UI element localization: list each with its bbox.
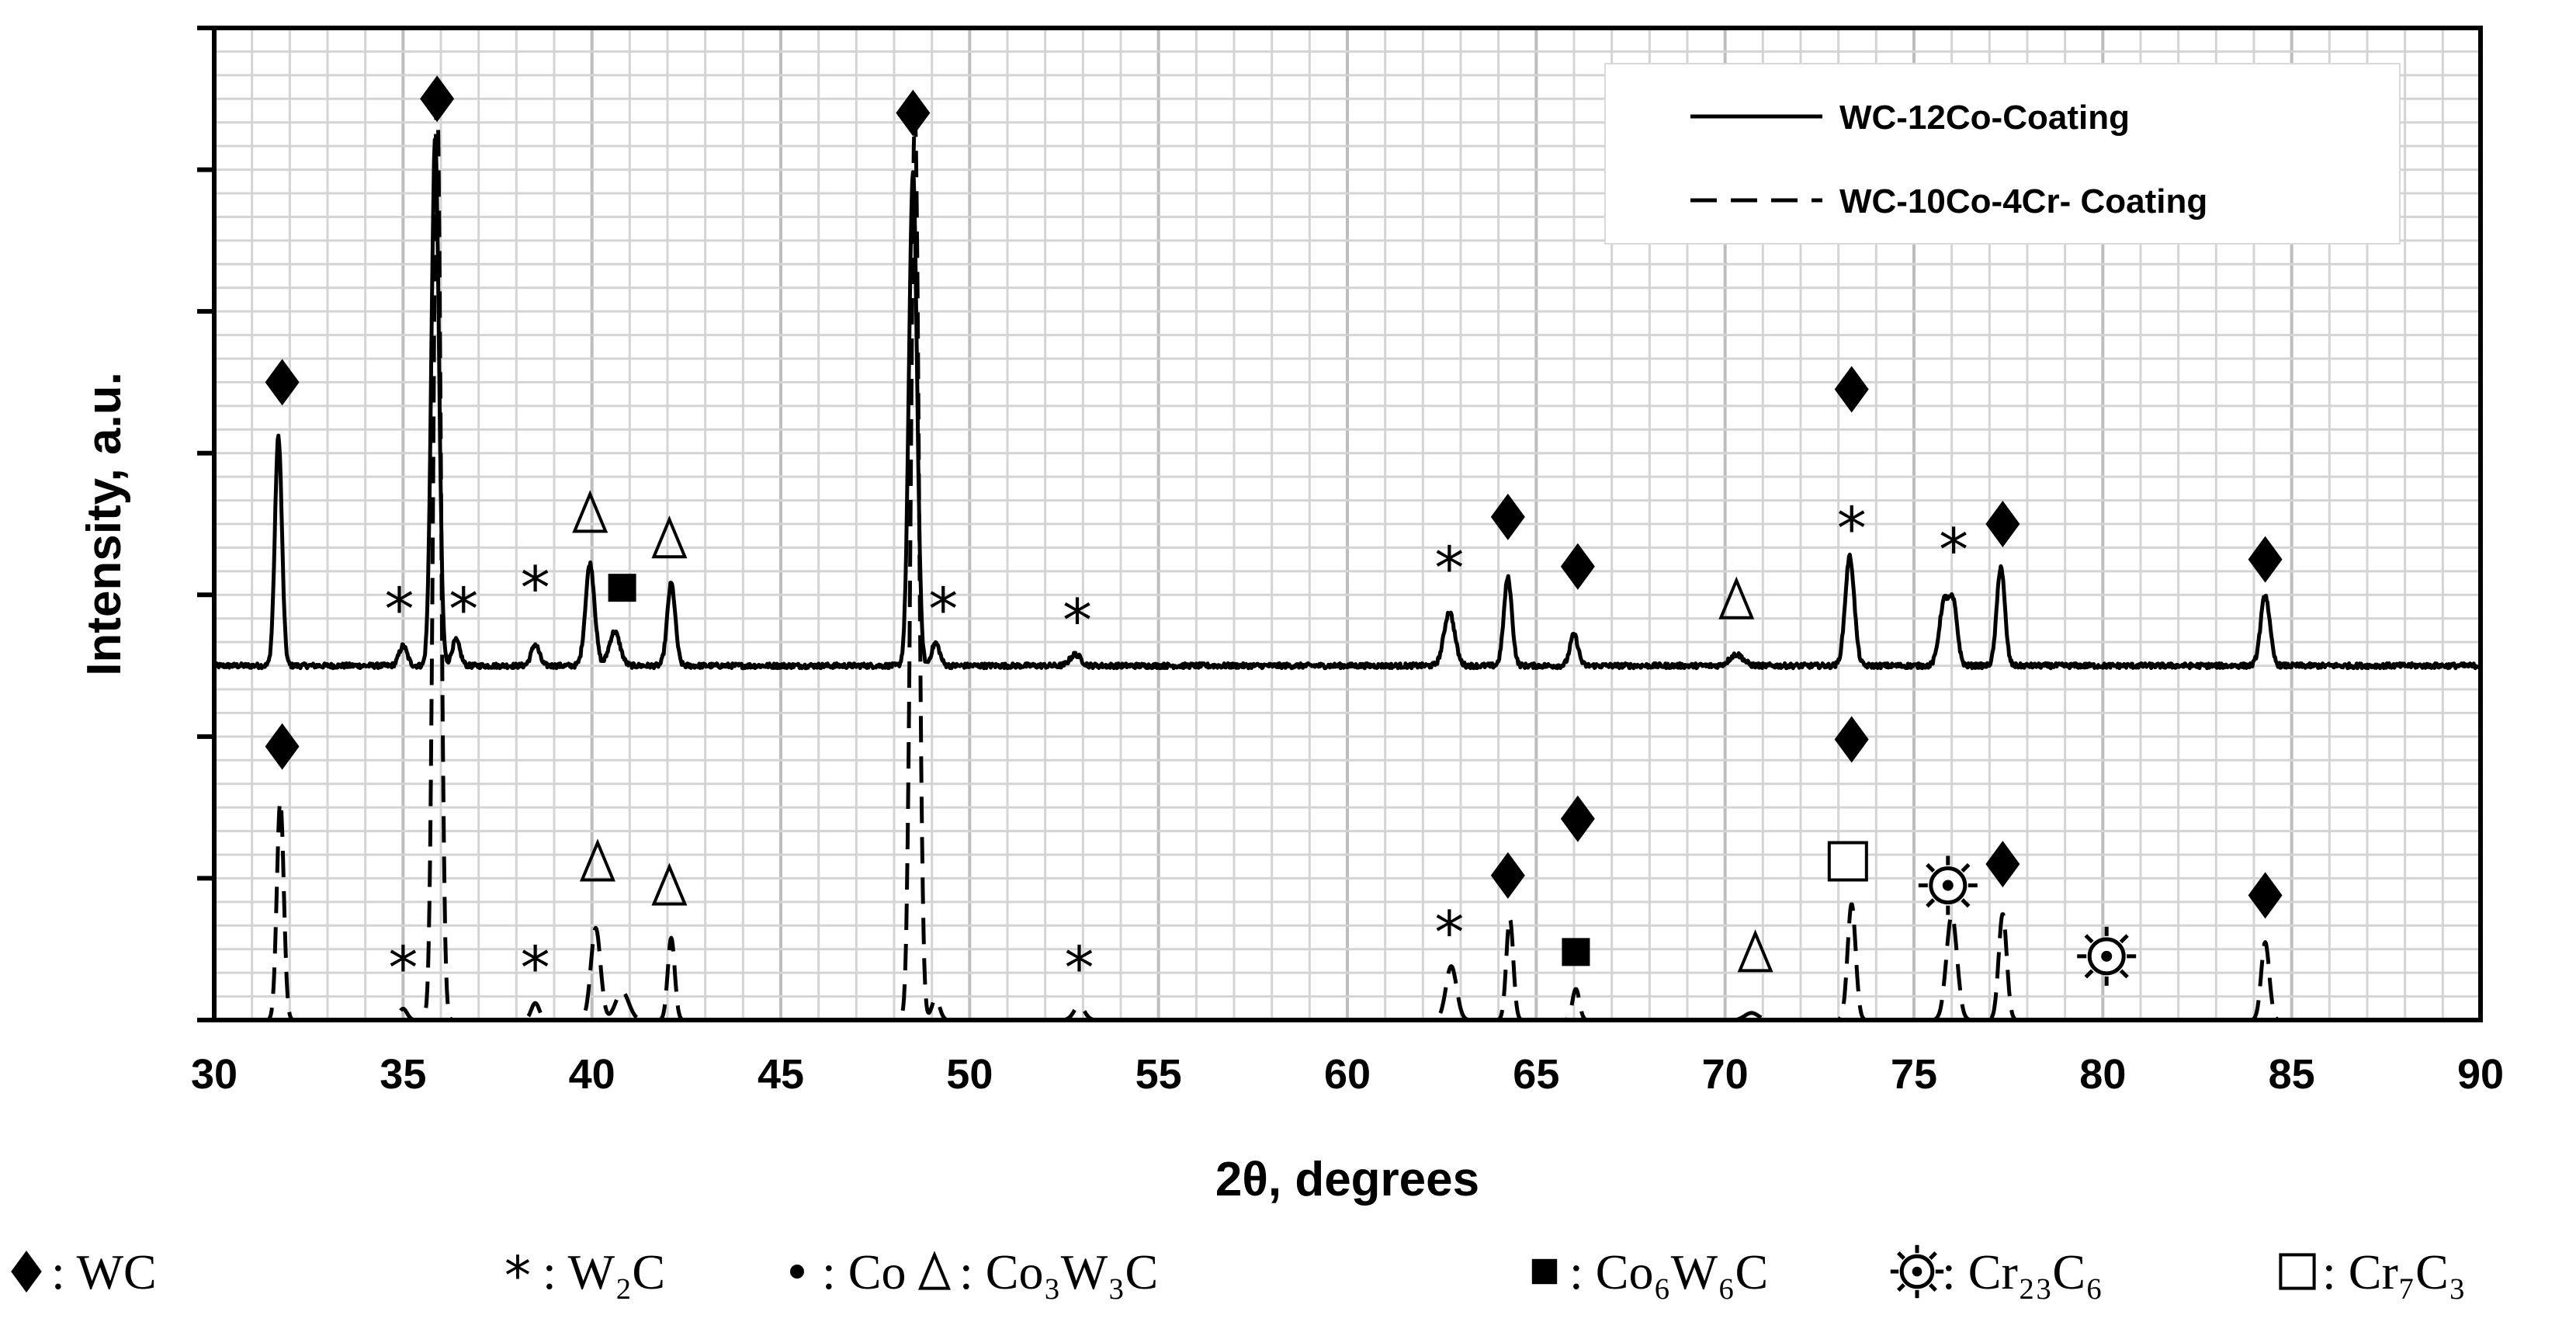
x-tick-label: 55 xyxy=(1135,1051,1182,1098)
x-tick-label: 45 xyxy=(758,1051,804,1098)
peak-marker-square xyxy=(608,574,636,602)
peak-marker-square xyxy=(1562,938,1590,966)
key-symbol-triangle xyxy=(917,1251,952,1290)
sun-dot xyxy=(1942,880,1954,891)
sun-dot xyxy=(2101,950,2113,962)
x-tick-label: 50 xyxy=(946,1051,993,1098)
key-symbol-sun xyxy=(1890,1244,1944,1299)
peak-markers: * * * * * * * * * * * * xyxy=(265,75,2283,1002)
sun-ray xyxy=(2119,969,2129,979)
sun-ray xyxy=(2084,969,2094,979)
peak-marker-diamond xyxy=(2248,872,2283,919)
peak-marker-star: * xyxy=(1434,533,1464,602)
peak-marker-star: * xyxy=(1837,494,1867,563)
key-label-star: : W₂C xyxy=(543,1244,665,1300)
sun-dot xyxy=(1912,1266,1922,1277)
peak-marker-star: * xyxy=(1939,515,1968,584)
peak-marker-triangle xyxy=(651,515,688,559)
peak-marker-diamond xyxy=(896,89,931,137)
peak-marker-star: * xyxy=(1434,897,1464,966)
peak-marker-diamond xyxy=(1985,501,2020,547)
key-symbol-star: * xyxy=(504,1246,531,1307)
x-tick-label: 65 xyxy=(1513,1051,1559,1098)
peak-marker-open_square xyxy=(1827,841,1868,882)
peak-marker-triangle xyxy=(1737,929,1773,973)
y-axis-title: Intensity, a.u. xyxy=(78,372,131,676)
sun-ray xyxy=(1929,1251,1937,1260)
y-ticks xyxy=(197,26,214,1022)
sun-ray xyxy=(1926,898,1936,908)
peak-marker-triangle xyxy=(579,838,615,882)
key-label-triangle: : Co₃W₃C xyxy=(959,1244,1158,1300)
peak-marker-diamond xyxy=(1490,493,1525,540)
key-symbol-square xyxy=(1531,1258,1558,1285)
sun-ray xyxy=(1897,1283,1905,1292)
sun-ray xyxy=(1961,862,1971,873)
x-tick-label: 75 xyxy=(1891,1051,1937,1098)
legend-label-wc12co: WC-12Co-Coating xyxy=(1839,99,2130,137)
x-tick-label: 90 xyxy=(2457,1051,2504,1098)
series-line-wc12co xyxy=(212,137,2483,671)
peak-marker-triangle xyxy=(651,862,688,906)
peak-marker-star: * xyxy=(928,574,958,644)
x-tick-label: 85 xyxy=(2269,1051,2315,1098)
peak-marker-diamond xyxy=(265,359,300,406)
x-tick-label: 80 xyxy=(2079,1051,2126,1098)
sun-ray xyxy=(1929,1283,1937,1292)
peak-marker-diamond xyxy=(1985,841,2020,888)
key-label-diamond: : WC xyxy=(51,1244,157,1300)
x-tick-label: 60 xyxy=(1324,1051,1371,1098)
x-tick-label: 70 xyxy=(1702,1051,1749,1098)
peak-marker-diamond xyxy=(1834,716,1869,763)
peak-marker-diamond xyxy=(420,75,455,123)
peak-marker-sun xyxy=(1918,855,1978,915)
key-symbol-diamond xyxy=(11,1251,42,1293)
key-label-open_square: : Cr₇C₃ xyxy=(2322,1244,2466,1300)
peak-marker-star: * xyxy=(1063,586,1092,655)
peak-marker-star: * xyxy=(449,574,478,644)
x-tick-label: 35 xyxy=(380,1051,426,1098)
peak-marker-triangle xyxy=(1718,576,1755,619)
peak-marker-star: * xyxy=(388,933,418,1002)
key-label-sun: : Cr₂₃C₆ xyxy=(1942,1244,2103,1300)
peak-marker-diamond xyxy=(1834,366,1869,413)
peak-marker-diamond xyxy=(1560,795,1595,842)
plot-frame xyxy=(212,26,2483,1022)
peak-marker-diamond xyxy=(2248,536,2283,583)
key-symbol-dot xyxy=(790,1265,804,1279)
peak-marker-star: * xyxy=(521,933,550,1002)
x-tick-labels: 30 35 40 45 50 55 60 65 70 75 80 85 90 xyxy=(191,1051,2504,1098)
peak-marker-diamond xyxy=(265,723,300,770)
sun-ray xyxy=(1926,862,1936,873)
peak-marker-diamond xyxy=(1560,543,1595,590)
legend: WC-12Co-Coating WC-10Co-4Cr- Coating xyxy=(1604,63,2401,245)
peak-marker-sun xyxy=(2077,926,2137,986)
sun-ray xyxy=(2119,934,2129,944)
sun-ray xyxy=(1897,1251,1905,1260)
peak-marker-star: * xyxy=(521,553,550,623)
x-axis-title: 2θ, degrees xyxy=(1215,1153,1479,1206)
key-label-dot: : Co xyxy=(822,1244,906,1300)
phase-key: : WC *: W₂C : Co : Co₃W₃C : Co₆W₆C : Cr₂₃C₆ : … xyxy=(11,1244,2466,1307)
legend-box xyxy=(1604,63,2401,245)
x-tick-label: 30 xyxy=(191,1051,237,1098)
sun-ray xyxy=(2084,934,2094,944)
legend-label-wc10co4cr: WC-10Co-4Cr- Coating xyxy=(1839,182,2207,220)
peak-marker-star: * xyxy=(384,574,414,644)
peak-marker-star: * xyxy=(1064,933,1094,1002)
key-symbol-open_square xyxy=(2279,1253,2316,1290)
peak-marker-diamond xyxy=(1490,852,1525,899)
x-tick-label: 40 xyxy=(569,1051,615,1098)
key-label-square: : Co₆W₆C xyxy=(1569,1244,1768,1300)
peak-marker-triangle xyxy=(572,490,608,533)
sun-ray xyxy=(1961,898,1971,908)
